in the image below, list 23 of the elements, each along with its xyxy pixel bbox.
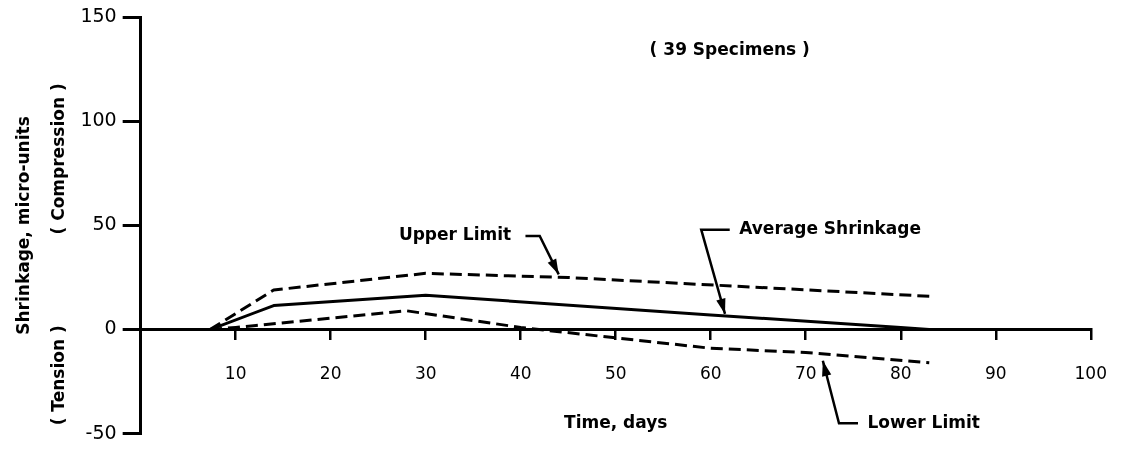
- x-tick-label: 10: [224, 363, 247, 384]
- y-tick-label: 0: [104, 316, 117, 339]
- x-tick-label: 30: [414, 363, 437, 384]
- y-tick-label: 100: [80, 108, 117, 131]
- y-axis-title: Shrinkage, micro-units: [12, 116, 33, 335]
- series-label: Upper Limit: [398, 224, 512, 245]
- x-tick-label: 70: [794, 363, 817, 384]
- x-tick-label: 50: [604, 363, 627, 384]
- x-tick-label: 80: [889, 363, 912, 384]
- text: ( Compression ): [48, 83, 69, 235]
- y-tick-label: 150: [80, 4, 117, 27]
- y-tick-label: 50: [92, 212, 117, 235]
- x-tick-label: 20: [319, 363, 342, 384]
- annotation: ( 39 Specimens ): [649, 39, 810, 60]
- x-axis-title: Time, days: [564, 411, 668, 432]
- y-tick-label: -50: [85, 420, 117, 443]
- text: Lower Limit: [867, 411, 980, 432]
- text: ( Tension ): [48, 325, 69, 426]
- x-tick-label: 90: [984, 363, 1007, 384]
- text: Average Shrinkage: [739, 218, 922, 239]
- x-tick-label: 100: [1074, 363, 1107, 384]
- x-tick-label: 40: [509, 363, 532, 384]
- x-tick-label: 60: [699, 363, 722, 384]
